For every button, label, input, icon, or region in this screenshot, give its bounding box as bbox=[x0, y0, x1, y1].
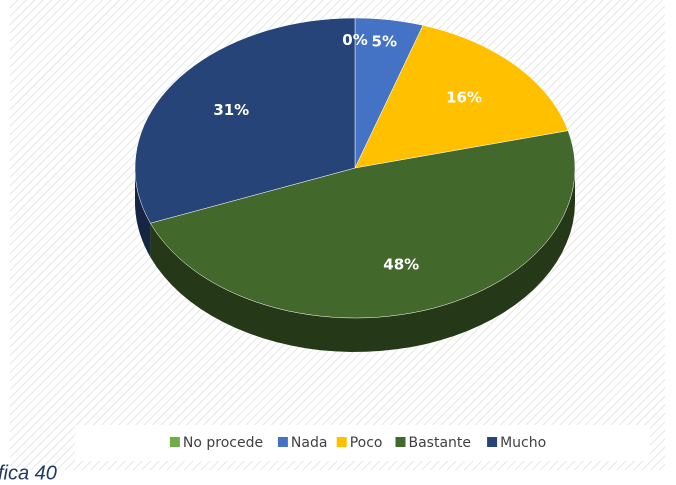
slice bbox=[150, 130, 576, 319]
data-label: 31% bbox=[213, 101, 249, 119]
legend-swatch bbox=[277, 437, 288, 447]
legend-swatch bbox=[336, 437, 347, 447]
legend: No procede Nada Poco Bastante Mucho bbox=[169, 435, 546, 451]
legend-swatch bbox=[487, 437, 498, 447]
slice bbox=[354, 25, 569, 169]
slice bbox=[354, 17, 424, 169]
caption: fica 40 bbox=[0, 462, 57, 484]
legend-label: No procede bbox=[183, 435, 263, 451]
legend-label: Bastante bbox=[409, 435, 472, 451]
slice-side bbox=[135, 168, 151, 258]
data-label: 0% bbox=[342, 31, 367, 49]
legend-swatch bbox=[169, 437, 180, 447]
data-label: 5% bbox=[372, 33, 397, 51]
slice-side bbox=[150, 168, 575, 352]
data-label: 48% bbox=[383, 256, 419, 274]
legend-label: Nada bbox=[291, 435, 328, 451]
legend-swatch bbox=[395, 437, 406, 447]
data-label: 16% bbox=[446, 89, 482, 107]
slice bbox=[134, 17, 356, 224]
legend-label: Mucho bbox=[500, 435, 546, 451]
legend-label: Poco bbox=[350, 435, 383, 451]
pie: 0% 5% 16% 48% 31% bbox=[134, 17, 576, 352]
